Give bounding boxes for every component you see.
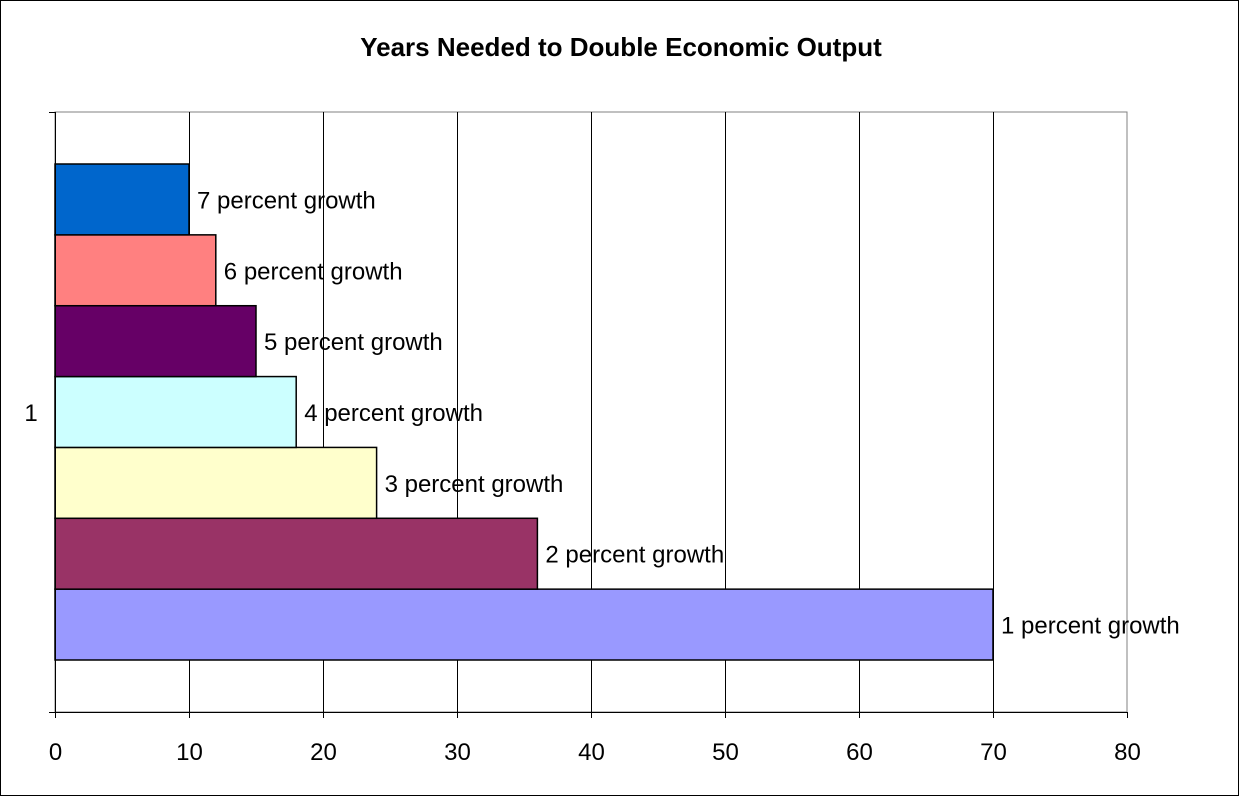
data-label-7-percent: 7 percent growth (197, 187, 376, 214)
bar-7-percent (54, 163, 190, 236)
y-category-label: 1 (24, 400, 37, 427)
x-tick-label-80: 80 (1114, 739, 1141, 766)
bar-2-percent (54, 517, 539, 590)
bars (54, 163, 994, 661)
x-tick-label-20: 20 (310, 739, 337, 766)
x-tick-label-10: 10 (176, 739, 203, 766)
data-label-3-percent: 3 percent growth (385, 471, 564, 498)
x-tick-label-50: 50 (712, 739, 739, 766)
x-tick-label-70: 70 (980, 739, 1007, 766)
data-label-4-percent: 4 percent growth (304, 400, 483, 427)
bar-6-percent (54, 234, 217, 307)
x-tick-label-40: 40 (578, 739, 605, 766)
bar-1-percent (54, 588, 994, 661)
data-label-6-percent: 6 percent growth (224, 258, 403, 285)
x-tick-label-30: 30 (444, 739, 471, 766)
bar-4-percent (54, 375, 297, 449)
axes (49, 112, 1128, 718)
data-label-5-percent: 5 percent growth (264, 329, 443, 356)
chart-title: Years Needed to Double Economic Output (360, 32, 882, 62)
bar-3-percent (54, 446, 378, 520)
data-label-1-percent: 1 percent growth (1001, 613, 1180, 640)
x-tick-label-0: 0 (49, 739, 62, 766)
x-tick-label-60: 60 (846, 739, 873, 766)
labels: 0 10 20 30 40 50 60 70 80 1 percent growth 2 perce… (24, 187, 1179, 766)
bar-5-percent (54, 304, 257, 378)
data-label-2-percent: 2 percent growth (545, 542, 724, 569)
